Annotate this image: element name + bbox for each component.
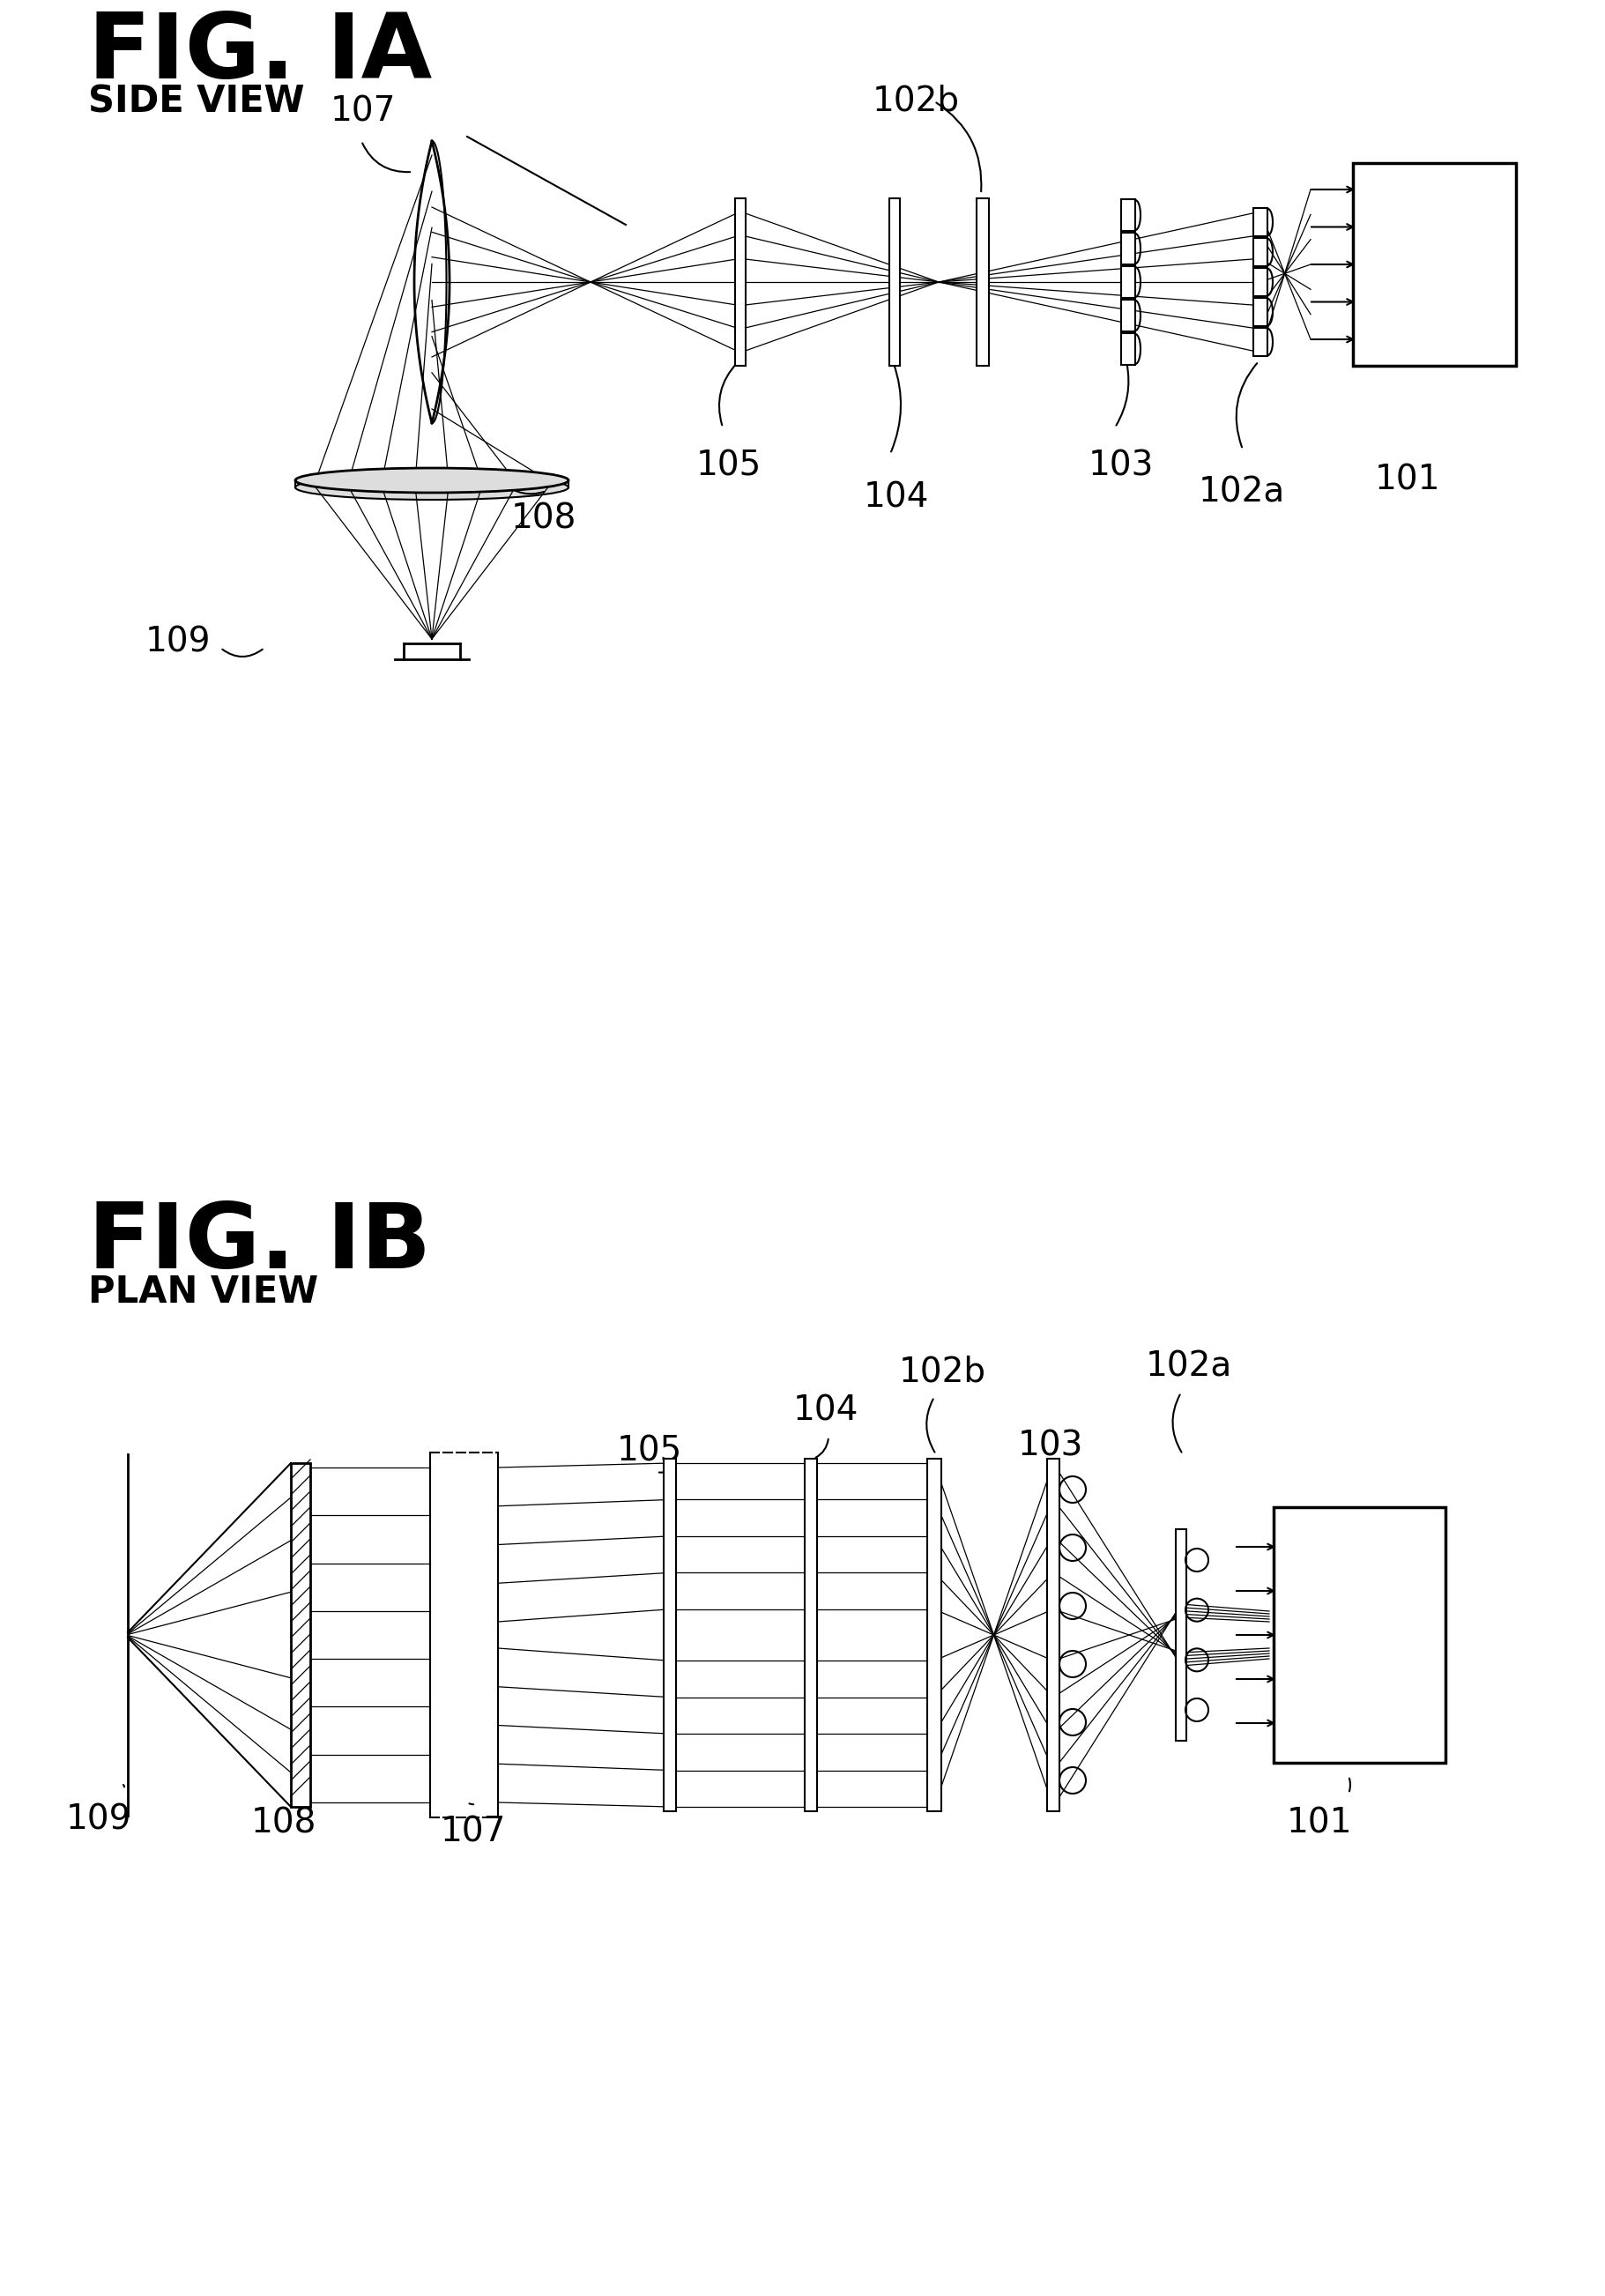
Text: 104: 104	[863, 480, 929, 514]
Bar	[664, 1458, 676, 1812]
Text: 103: 103	[1018, 1430, 1083, 1463]
Bar	[1254, 269, 1268, 296]
Bar	[1122, 200, 1135, 232]
Bar	[1254, 239, 1268, 266]
Bar	[1122, 333, 1135, 365]
Bar	[1254, 328, 1268, 356]
Text: 104: 104	[793, 1394, 859, 1428]
Bar	[804, 1458, 817, 1812]
Text: 102a: 102a	[1199, 475, 1286, 510]
Text: PLAN VIEW: PLAN VIEW	[88, 1274, 318, 1311]
Text: 102b: 102b	[899, 1355, 985, 1389]
Bar	[976, 197, 989, 365]
Ellipse shape	[295, 475, 568, 501]
Bar	[291, 1463, 310, 1807]
Bar	[1046, 1458, 1059, 1812]
Text: FIG. IB: FIG. IB	[88, 1199, 432, 1288]
Bar	[1353, 163, 1517, 365]
Text: 107: 107	[441, 1816, 506, 1848]
Bar	[1176, 1529, 1186, 1740]
Text: 101: 101	[1375, 464, 1441, 496]
Bar	[1122, 232, 1135, 264]
Text: 101: 101	[1287, 1807, 1353, 1841]
Bar	[928, 1458, 941, 1812]
Text: 107: 107	[331, 94, 396, 129]
Text: 105: 105	[616, 1435, 682, 1467]
Bar	[1254, 298, 1268, 326]
Bar	[735, 197, 746, 365]
Bar	[1122, 266, 1135, 298]
Text: SIDE VIEW: SIDE VIEW	[88, 83, 305, 122]
Text: 108: 108	[512, 503, 576, 535]
Text: 109: 109	[146, 627, 212, 659]
Text: 103: 103	[1088, 450, 1154, 482]
Bar	[1122, 301, 1135, 331]
Text: 109: 109	[66, 1802, 132, 1837]
Bar	[1254, 209, 1268, 236]
Text: FIG. IA: FIG. IA	[88, 9, 432, 99]
Text: 108: 108	[252, 1807, 316, 1841]
Text: 102a: 102a	[1146, 1350, 1233, 1384]
Bar	[1274, 1506, 1446, 1763]
Bar	[889, 197, 900, 365]
Text: 102b: 102b	[873, 83, 960, 117]
Text: 105: 105	[697, 450, 762, 482]
Ellipse shape	[295, 468, 568, 494]
